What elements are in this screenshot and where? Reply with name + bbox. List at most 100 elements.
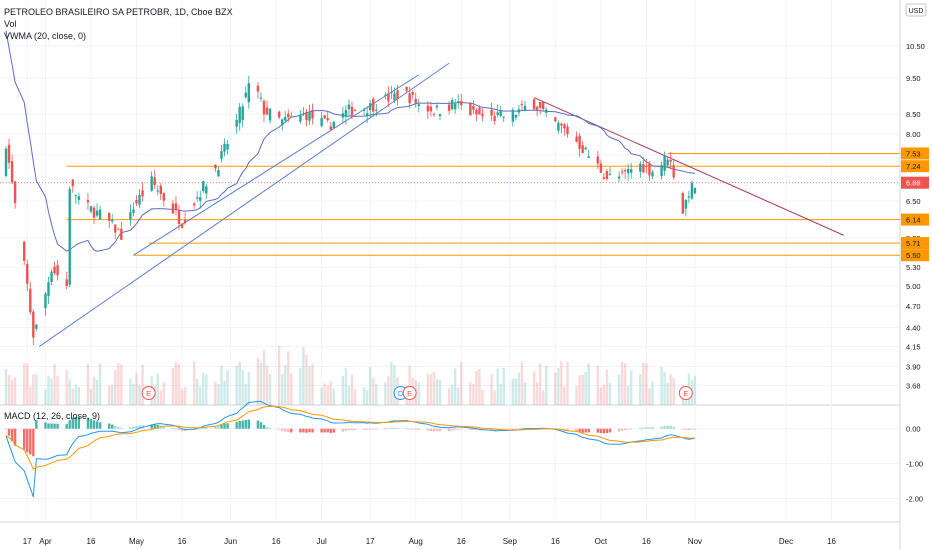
volume-bar <box>217 384 220 405</box>
volume-bar <box>469 381 472 405</box>
event-marker[interactable]: E <box>678 386 693 400</box>
macd-histogram-bar <box>95 421 99 429</box>
candle <box>71 178 74 193</box>
volume-bar <box>223 380 226 405</box>
macd-histogram-bar <box>299 428 302 433</box>
volume-bar <box>117 363 120 405</box>
macd-histogram-bar <box>344 428 348 431</box>
macd-histogram-bar <box>693 428 697 430</box>
macd-histogram-bar <box>302 428 305 433</box>
macd-histogram-bar <box>120 427 123 429</box>
macd-histogram-bar <box>129 427 132 429</box>
macd-histogram-bar <box>602 428 606 434</box>
macd-histogram-bar <box>265 426 269 429</box>
macd-histogram-bar <box>353 428 357 430</box>
macd-histogram-bar <box>308 428 311 433</box>
macd-histogram-bar <box>196 428 199 430</box>
macd-histogram-bar <box>626 428 630 430</box>
event-marker-label: E <box>683 389 688 398</box>
macd-pane <box>4 400 697 497</box>
volume-bar <box>284 364 287 405</box>
volume-bar <box>362 387 366 405</box>
volume-bar <box>532 371 536 405</box>
volume-bar <box>581 374 584 405</box>
volume-bar <box>408 365 411 405</box>
macd-histogram-bar <box>7 428 11 436</box>
macd-histogram-bar <box>630 428 633 430</box>
candle <box>566 123 569 138</box>
volume-bar <box>341 375 345 405</box>
volume-bar <box>538 363 542 405</box>
candle <box>457 94 460 109</box>
candle <box>68 186 71 288</box>
x-tick-label: Jul <box>317 537 327 546</box>
candle <box>496 104 499 118</box>
macd-histogram-bar <box>672 426 675 429</box>
macd-histogram-bar <box>490 428 493 431</box>
signal-line <box>5 405 695 470</box>
volume-bar <box>623 363 627 405</box>
macd-histogram-bar <box>511 428 515 430</box>
volume-bar <box>138 385 141 405</box>
macd-histogram-bar <box>32 428 35 457</box>
volume-bar <box>639 374 642 405</box>
candle <box>262 99 266 122</box>
price-label-text: 7.24 <box>906 162 921 171</box>
candle <box>584 146 587 150</box>
event-marker[interactable]: E <box>402 386 417 400</box>
candle <box>141 182 144 202</box>
volume-bar <box>202 373 205 405</box>
candle <box>384 92 387 100</box>
axes: 17 Apr 16 May 16 Jun 16 Jul 17 Aug 16 Sep 16 Oct 16 Nov… <box>23 3 929 546</box>
candle <box>353 109 357 112</box>
macd-histogram-bar <box>77 416 81 429</box>
volume-bar <box>302 347 305 405</box>
price-tick-label: 3.90 <box>906 363 921 372</box>
volume-bar <box>517 372 521 405</box>
candle <box>120 221 123 241</box>
candle <box>690 180 694 200</box>
currency-badge[interactable]: USD <box>905 3 927 17</box>
macd-histogram-bar <box>205 426 208 429</box>
volume-bar <box>460 361 463 405</box>
volume-bar <box>560 361 563 405</box>
macd-histogram-bar <box>284 428 287 432</box>
macd-histogram-bar <box>645 427 648 429</box>
macd-histogram-bar <box>639 427 642 429</box>
horizontal-levels[interactable] <box>0 152 900 256</box>
volume-bar <box>259 362 263 405</box>
macd-histogram-bar <box>89 418 93 429</box>
volume-bar <box>107 385 111 405</box>
candle <box>329 121 332 131</box>
candle <box>202 180 205 193</box>
candle <box>284 110 287 122</box>
volume-bar <box>7 374 11 405</box>
volume-bar <box>244 384 247 405</box>
macd-histogram-bar <box>457 428 460 430</box>
macd-histogram-bar <box>174 428 178 430</box>
macd-histogram-bar <box>390 427 393 429</box>
macd-histogram-bar <box>605 428 609 434</box>
candle <box>605 169 609 181</box>
macd-histogram-bar <box>375 428 378 430</box>
event-marker[interactable]: E <box>141 386 156 400</box>
macd-histogram-bar <box>347 428 351 431</box>
macd-histogram-bar <box>320 428 323 433</box>
x-tick-label: 16 <box>827 537 836 546</box>
price-tick-label: 8.50 <box>906 110 921 119</box>
volume-bar <box>390 361 393 405</box>
candle <box>587 149 590 159</box>
volume-bar <box>426 374 430 405</box>
macd-tick-label: -1.00 <box>906 460 923 469</box>
macd-histogram-bar <box>268 428 272 429</box>
volume-bar <box>262 349 266 405</box>
macd-line <box>5 400 695 497</box>
candle <box>387 86 390 107</box>
candle <box>268 107 272 124</box>
macd-histogram-bar <box>517 428 521 430</box>
macd-histogram-bar <box>405 427 408 429</box>
macd-histogram-bar <box>244 420 247 429</box>
trendline-uptrend-1[interactable] <box>39 62 450 347</box>
